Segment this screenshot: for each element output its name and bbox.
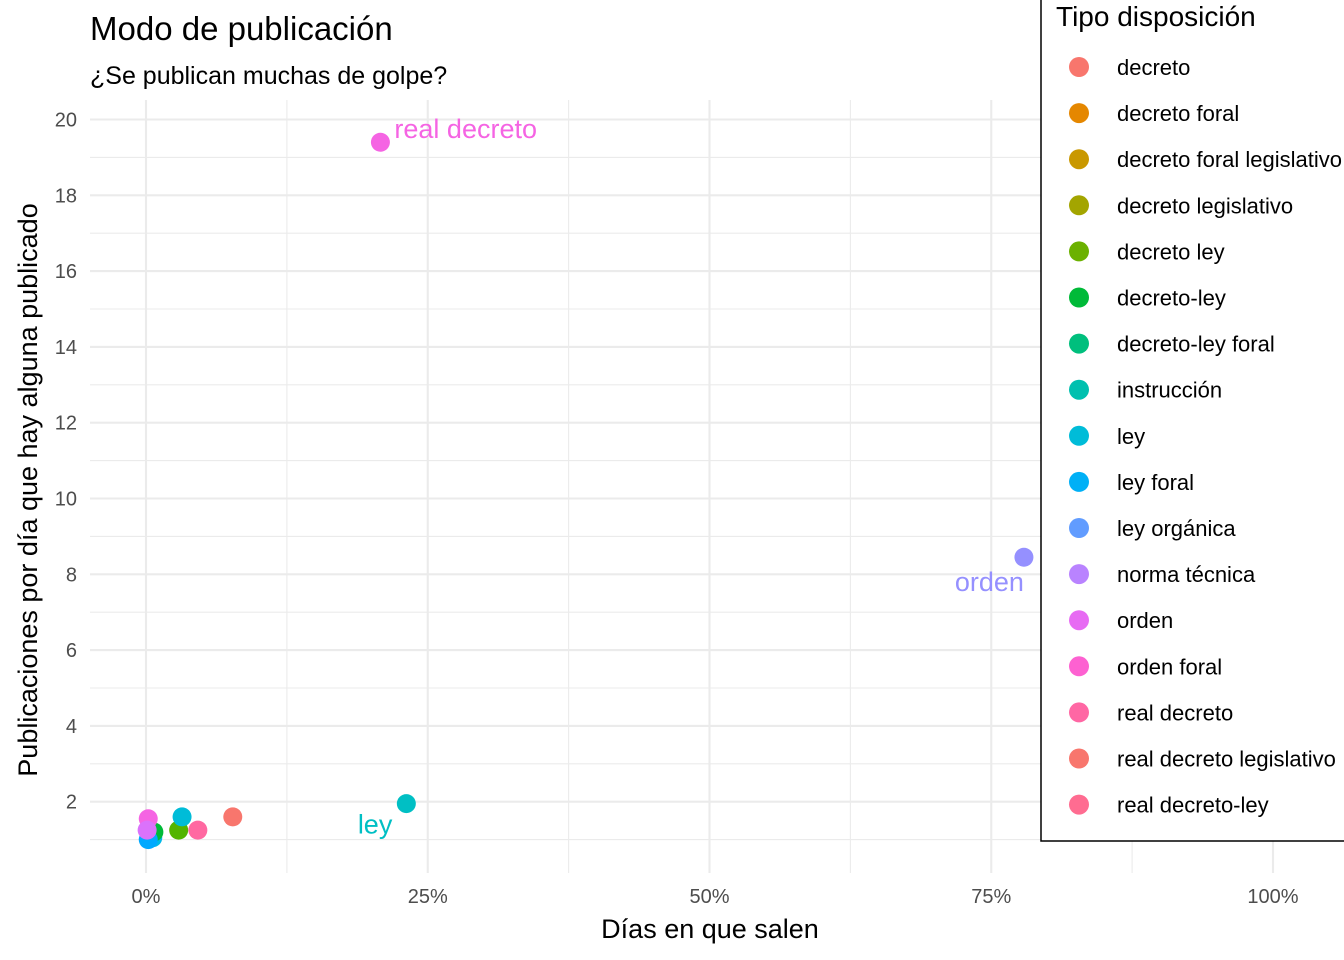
legend-key [1069,195,1089,216]
legend-entries: decreto decreto foral decreto foral legisl… [1069,55,1342,818]
legend-key [1069,471,1089,492]
legend-key [1069,57,1089,77]
data-point [1014,547,1034,567]
data-point [223,807,243,827]
legend-key [1069,610,1089,631]
legend-label: real decreto legislativo [1117,747,1336,772]
x-tick-label: 50% [689,886,729,908]
y-axis-ticks: 2 4 6 8 10 12 14 16 18 20 [55,110,77,814]
y-tick-label: 16 [55,261,77,283]
y-tick-label: 4 [66,716,77,738]
legend-label: decreto foral legislativo [1117,147,1342,172]
y-tick-label: 12 [55,413,77,435]
legend-label: decreto-ley foral [1117,332,1275,357]
legend-title: Tipo disposición [1056,1,1256,32]
data-points [137,132,1034,850]
chart-subtitle: ¿Se publican muchas de golpe? [90,62,447,90]
data-point [137,820,157,840]
legend-label: decreto [1117,55,1190,80]
legend-label: decreto-ley [1117,286,1226,311]
legend-key [1069,656,1089,677]
legend-key [1069,149,1089,170]
legend-key [1069,518,1089,538]
legend-key [1069,425,1089,446]
legend-label: instrucción [1117,378,1222,403]
data-point [188,820,208,840]
y-tick-label: 20 [55,110,77,132]
x-axis-title: Días en que salen [601,914,819,944]
legend-key [1069,794,1089,815]
legend-label: norma técnica [1117,562,1256,587]
y-tick-label: 18 [55,185,77,207]
y-tick-label: 6 [66,640,77,662]
legend-label: decreto ley [1117,239,1225,264]
legend-label: decreto legislativo [1117,193,1293,218]
data-point [396,794,416,814]
legend-label: ley orgánica [1117,516,1236,541]
x-tick-label: 100% [1247,886,1298,908]
x-axis-ticks: 0% 25% 50% 75% 100% [132,886,1299,908]
legend-key [1069,103,1089,124]
annotation-label: real decreto [394,114,537,144]
legend-key [1069,748,1089,769]
legend-key [1069,241,1089,262]
point-annotations: real decreto orden ley [358,114,1024,839]
data-point [172,807,192,827]
y-tick-label: 2 [66,792,77,814]
x-tick-label: 75% [971,886,1011,908]
legend-label: orden foral [1117,654,1222,679]
legend-key [1069,702,1089,723]
x-tick-label: 25% [408,886,448,908]
y-tick-label: 10 [55,489,77,511]
legend-label: ley foral [1117,470,1194,495]
legend-label: decreto foral [1117,101,1239,126]
chart-title: Modo de publicación [90,10,393,47]
legend-label: orden [1117,608,1173,633]
y-tick-label: 14 [55,337,77,359]
legend-box [1040,0,1344,842]
legend-key [1069,333,1089,354]
legend-key [1069,379,1089,400]
legend-key [1069,564,1089,585]
y-tick-label: 8 [66,564,77,586]
annotation-label: ley [358,810,393,840]
y-axis-title: Publicaciones por día que hay alguna pub… [13,203,43,776]
legend-key [1069,287,1089,308]
annotation-label: orden [955,567,1024,597]
legend-label: ley [1117,424,1145,449]
legend-label: real decreto [1117,700,1233,725]
legend-label: real decreto-ley [1117,793,1269,818]
data-point [370,132,390,152]
x-tick-label: 0% [132,886,161,908]
